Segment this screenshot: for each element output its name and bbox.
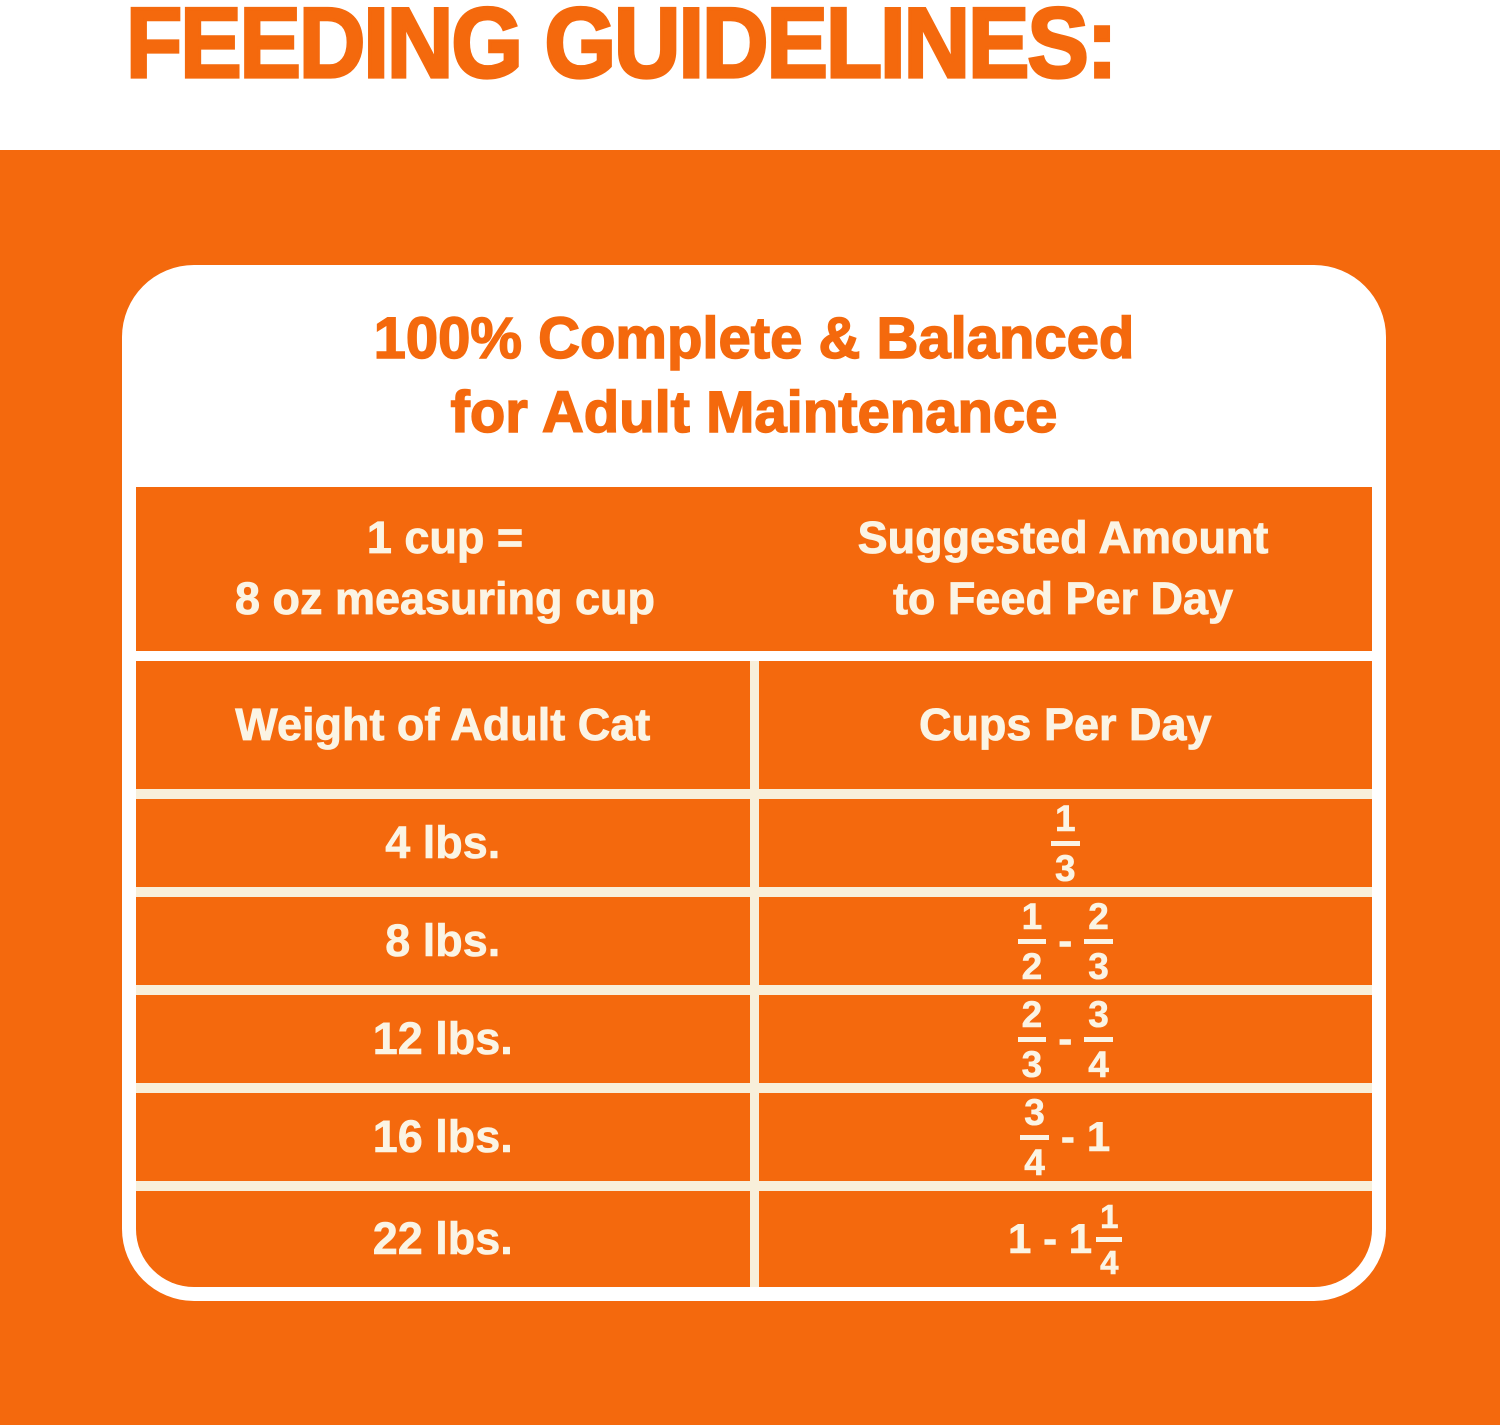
card-heading-line2: for Adult Maintenance bbox=[450, 379, 1058, 446]
card-content: 1 cup = 8 oz measuring cup Suggested Amo… bbox=[122, 487, 1386, 1301]
feeding-table: Weight of Adult Cat Cups Per Day 4 lbs. … bbox=[136, 661, 1372, 1287]
weight-cell: 16 lbs. bbox=[136, 1093, 750, 1181]
weight-value: 16 lbs. bbox=[372, 1111, 513, 1163]
cups-text: - bbox=[1060, 1113, 1076, 1160]
weight-cell: 12 lbs. bbox=[136, 995, 750, 1083]
orange-panel: 100% Complete & Balanced for Adult Maint… bbox=[0, 150, 1500, 1425]
top-white-band: FEEDING GUIDELINES: bbox=[0, 0, 1500, 150]
weight-cell: 8 lbs. bbox=[136, 897, 750, 985]
table-header-row: Weight of Adult Cat Cups Per Day bbox=[136, 661, 1372, 789]
cups-column-header: Cups Per Day bbox=[758, 661, 1372, 789]
cups-text: 1 bbox=[1086, 1113, 1111, 1160]
cups-text: - bbox=[1058, 917, 1073, 964]
measuring-header-band: 1 cup = 8 oz measuring cup Suggested Amo… bbox=[136, 487, 1372, 651]
weight-cell: 22 lbs. bbox=[136, 1191, 750, 1287]
weight-value: 8 lbs. bbox=[385, 915, 501, 967]
page-title: FEEDING GUIDELINES: bbox=[124, 0, 1118, 99]
weight-column-header: Weight of Adult Cat bbox=[136, 661, 750, 789]
guidelines-card: 100% Complete & Balanced for Adult Maint… bbox=[122, 265, 1386, 1301]
weight-value: 22 lbs. bbox=[372, 1213, 513, 1265]
weight-cell: 4 lbs. bbox=[136, 799, 750, 887]
cups-text: 1 - 1 bbox=[1008, 1215, 1093, 1262]
suggested-amount-line2: to Feed Per Day bbox=[892, 573, 1234, 625]
card-heading-line1: 100% Complete & Balanced bbox=[373, 305, 1135, 372]
card-heading: 100% Complete & Balanced for Adult Maint… bbox=[122, 265, 1386, 487]
cup-definition-header: 1 cup = 8 oz measuring cup bbox=[136, 487, 754, 651]
cup-definition-line1: 1 cup = bbox=[366, 512, 524, 564]
weight-value: 4 lbs. bbox=[385, 817, 501, 869]
cup-definition-line2: 8 oz measuring cup bbox=[234, 573, 656, 625]
suggested-amount-header: Suggested Amount to Feed Per Day bbox=[754, 487, 1372, 651]
suggested-amount-line1: Suggested Amount bbox=[857, 512, 1269, 564]
cups-text: - bbox=[1058, 1015, 1073, 1062]
weight-value: 12 lbs. bbox=[372, 1013, 513, 1065]
